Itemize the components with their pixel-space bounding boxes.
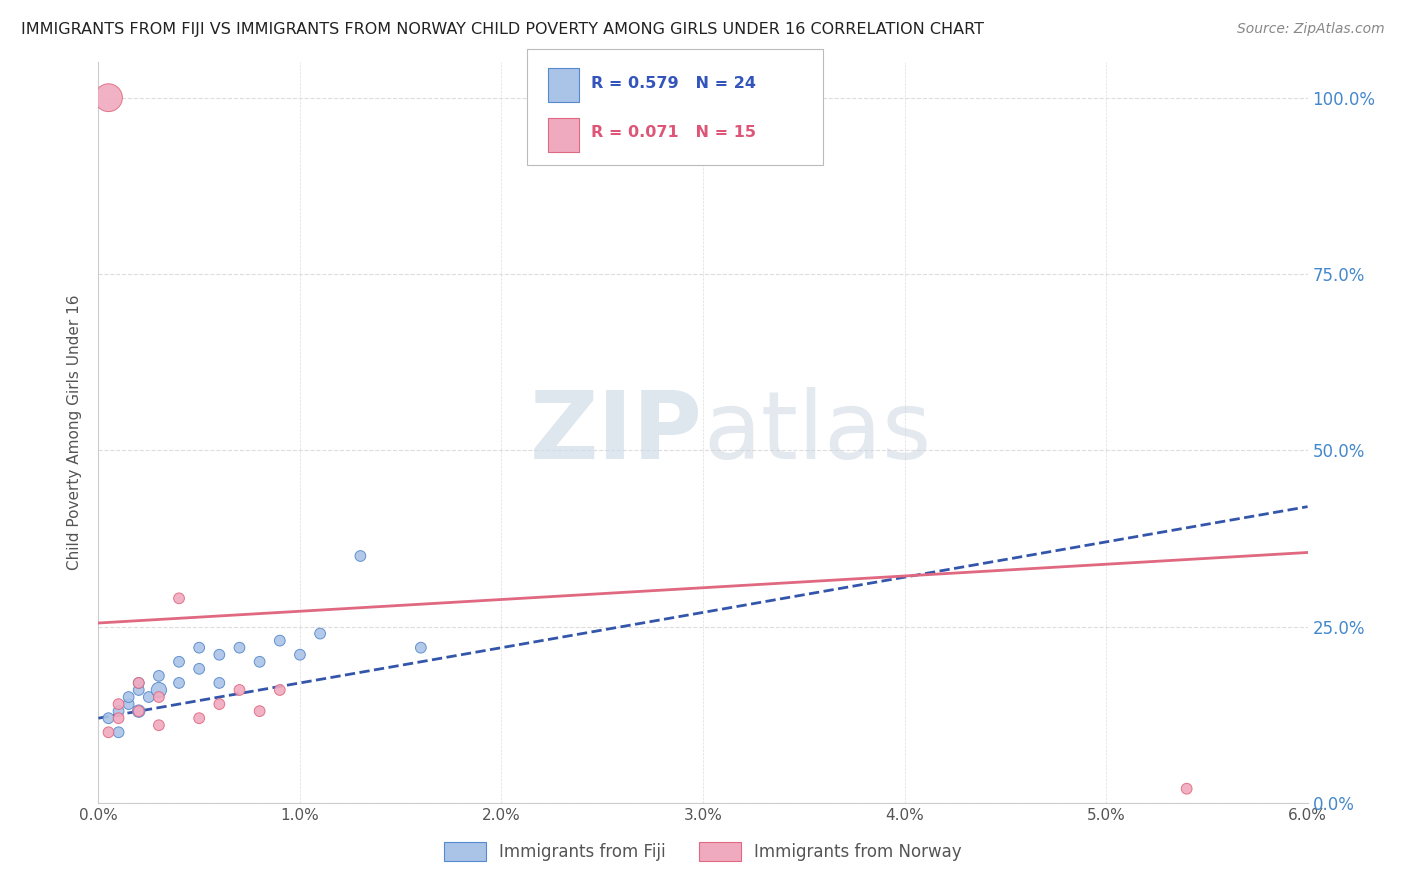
Point bbox=[107, 725, 129, 739]
Point bbox=[148, 683, 170, 698]
Point bbox=[269, 683, 291, 698]
Point bbox=[167, 655, 190, 669]
Point bbox=[188, 711, 211, 725]
Point bbox=[167, 591, 190, 606]
Point bbox=[148, 669, 170, 683]
Text: R = 0.071   N = 15: R = 0.071 N = 15 bbox=[591, 125, 755, 140]
Point bbox=[309, 626, 332, 640]
Point bbox=[118, 697, 141, 711]
Text: atlas: atlas bbox=[703, 386, 931, 479]
Point bbox=[128, 683, 150, 698]
Point bbox=[128, 676, 150, 690]
Point bbox=[269, 633, 291, 648]
Text: R = 0.579   N = 24: R = 0.579 N = 24 bbox=[591, 76, 755, 91]
Point bbox=[208, 648, 231, 662]
Y-axis label: Child Poverty Among Girls Under 16: Child Poverty Among Girls Under 16 bbox=[67, 295, 83, 570]
Point bbox=[188, 640, 211, 655]
Text: ZIP: ZIP bbox=[530, 386, 703, 479]
Point bbox=[128, 704, 150, 718]
Point bbox=[249, 704, 271, 718]
Legend: Immigrants from Fiji, Immigrants from Norway: Immigrants from Fiji, Immigrants from No… bbox=[444, 842, 962, 861]
Point bbox=[107, 704, 129, 718]
Text: IMMIGRANTS FROM FIJI VS IMMIGRANTS FROM NORWAY CHILD POVERTY AMONG GIRLS UNDER 1: IMMIGRANTS FROM FIJI VS IMMIGRANTS FROM … bbox=[21, 22, 984, 37]
Point bbox=[188, 662, 211, 676]
Text: Source: ZipAtlas.com: Source: ZipAtlas.com bbox=[1237, 22, 1385, 37]
Point bbox=[349, 549, 371, 563]
Point bbox=[1175, 781, 1198, 796]
Point bbox=[97, 711, 120, 725]
Point bbox=[208, 697, 231, 711]
Point bbox=[409, 640, 432, 655]
Point bbox=[167, 676, 190, 690]
Point bbox=[118, 690, 141, 704]
Point bbox=[128, 704, 150, 718]
Point bbox=[107, 711, 129, 725]
Point bbox=[97, 725, 120, 739]
Point bbox=[148, 718, 170, 732]
Point bbox=[128, 676, 150, 690]
Point bbox=[107, 697, 129, 711]
Point bbox=[97, 91, 120, 105]
Point bbox=[228, 683, 250, 698]
Point bbox=[148, 690, 170, 704]
Point bbox=[249, 655, 271, 669]
Point bbox=[228, 640, 250, 655]
Point bbox=[138, 690, 160, 704]
Point bbox=[288, 648, 311, 662]
Point bbox=[208, 676, 231, 690]
